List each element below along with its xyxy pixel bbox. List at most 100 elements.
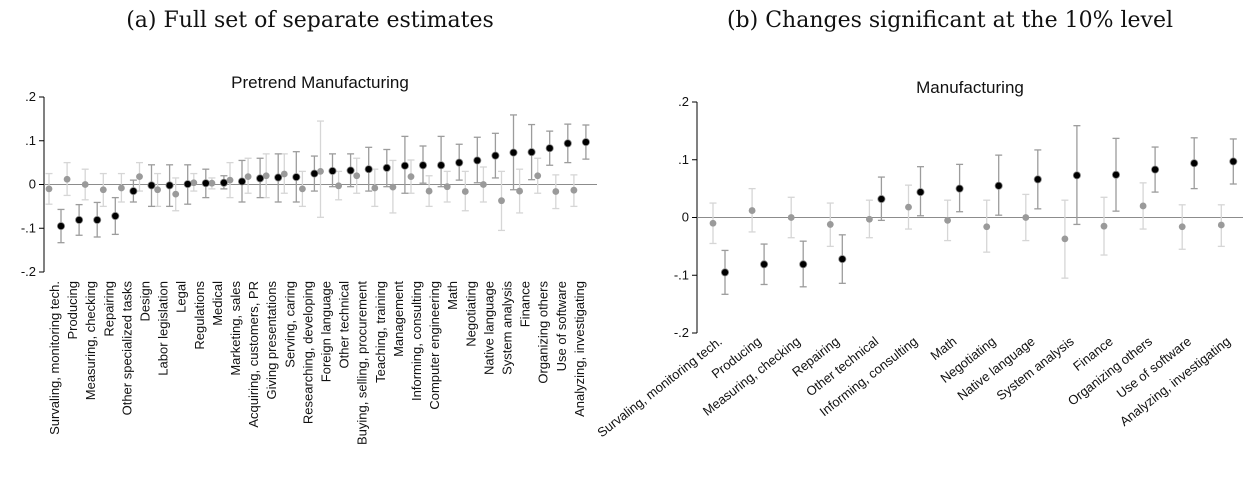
x-category-label: Marketing, sales <box>228 281 243 376</box>
pretrend-point <box>944 216 951 224</box>
pretrend-point <box>516 187 523 195</box>
estimate-point <box>165 181 174 190</box>
x-category-label: Analyzing, investigating <box>572 281 587 417</box>
estimate-point <box>75 215 84 224</box>
estimate-point <box>382 163 391 172</box>
estimate-point <box>346 166 355 175</box>
estimate-point <box>292 173 301 182</box>
pretrend-point <box>299 185 306 193</box>
estimate-point <box>129 187 138 196</box>
x-category-label: Negotiating <box>463 281 478 347</box>
estimate-point <box>760 260 769 269</box>
pretrend-point <box>1139 202 1147 210</box>
x-category-label: Organizing others <box>536 281 551 384</box>
x-category-label: Computer engineering <box>427 281 442 410</box>
estimate-point <box>328 166 337 175</box>
pretrend-point <box>226 176 234 184</box>
estimate-point <box>1072 171 1081 180</box>
chart-title: Pretrend Manufacturing <box>231 73 409 92</box>
pretrend-point <box>389 183 397 191</box>
estimate-point <box>201 179 210 188</box>
pretrend-point <box>335 182 342 190</box>
estimate-point <box>1033 175 1042 184</box>
x-category-label: Survaling, monitoring tech. <box>594 334 725 441</box>
pretrend-point <box>154 186 162 194</box>
pretrend-point <box>190 179 198 187</box>
x-category-label: Giving presentations <box>264 281 279 400</box>
x-category-label: Serving, caring <box>282 281 297 368</box>
estimate-point <box>364 165 373 174</box>
estimate-point <box>563 139 572 148</box>
pretrend-point <box>787 214 795 221</box>
pretrend-point <box>317 167 324 175</box>
x-category-label: Native language <box>481 281 496 375</box>
estimate-point <box>455 158 464 167</box>
estimate-point <box>994 181 1003 190</box>
estimate-point <box>545 144 554 153</box>
panel-a-caption: (a) Full set of separate estimates <box>126 8 494 33</box>
pretrend-point <box>81 181 89 188</box>
x-category-label: Regulations <box>192 281 207 350</box>
x-category-label: Design <box>138 281 153 321</box>
x-category-label: Teaching, training <box>373 281 388 383</box>
y-tick-label: 0 <box>682 210 689 225</box>
x-category-label: Use of software <box>554 281 569 371</box>
estimate-point <box>955 184 964 193</box>
estimate-point <box>237 177 246 186</box>
pretrend-point <box>353 172 361 180</box>
x-category-label: Producing <box>65 281 80 340</box>
pretrend-point <box>534 172 542 180</box>
x-category-label: Other specialized tasks <box>119 281 134 416</box>
estimate-point <box>721 268 730 277</box>
pretrend-point <box>425 187 433 195</box>
estimate-point <box>527 148 536 157</box>
y-tick-label: .2 <box>678 94 689 109</box>
estimate-point <box>310 169 319 178</box>
x-category-label: Foreign language <box>319 281 334 382</box>
y-tick-label: -.2 <box>21 264 36 279</box>
x-category-label: Legal <box>174 281 189 313</box>
estimate-point <box>219 178 228 187</box>
estimate-point <box>111 211 120 220</box>
pretrend-point <box>1022 214 1030 221</box>
estimate-point <box>491 151 500 160</box>
y-tick-label: -.2 <box>674 325 689 340</box>
estimate-point <box>916 188 925 197</box>
pretrend-point <box>570 186 578 194</box>
pretrend-point <box>866 215 873 223</box>
estimate-point <box>57 222 66 231</box>
estimate-point <box>877 195 886 204</box>
y-tick-label: .1 <box>678 152 689 167</box>
estimate-point <box>473 156 482 165</box>
estimate-point <box>147 181 156 190</box>
pretrend-point <box>136 173 143 181</box>
pretrend-point <box>262 172 270 180</box>
estimate-point <box>1112 170 1121 179</box>
estimate-point <box>1190 159 1199 168</box>
pretrend-point <box>461 188 469 195</box>
estimate-point <box>256 174 265 183</box>
x-category-label: Finance <box>518 281 533 327</box>
estimate-point <box>509 148 518 157</box>
estimate-point <box>581 138 590 147</box>
chart-title: Manufacturing <box>916 78 1024 97</box>
y-tick-label: .2 <box>25 89 36 104</box>
pretrend-point <box>905 203 912 211</box>
estimate-point <box>274 173 283 182</box>
y-tick-label: .1 <box>25 133 36 148</box>
x-category-label: Management <box>391 281 406 357</box>
x-category-label: Repairing <box>101 281 116 337</box>
x-category-label: Researching, developing <box>300 281 315 424</box>
x-category-label: Math <box>445 281 460 310</box>
pretrend-point <box>498 197 505 205</box>
pretrend-point <box>826 221 834 228</box>
x-category-label: Acquiring, customers, PR <box>246 281 261 428</box>
estimate-point <box>183 180 192 189</box>
pretrend-point <box>1178 223 1186 231</box>
pretrend-point <box>118 184 125 192</box>
pretrend-point <box>99 186 107 194</box>
x-category-label: Measuring, checking <box>83 281 98 400</box>
estimate-point <box>1151 165 1160 174</box>
